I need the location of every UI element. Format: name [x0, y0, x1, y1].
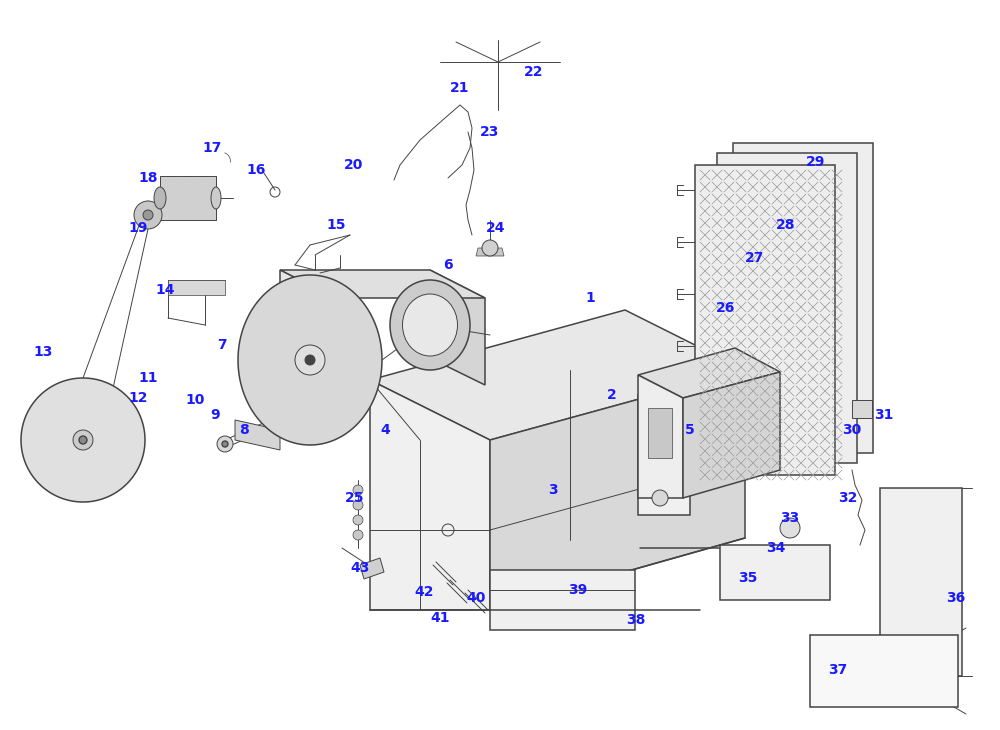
Text: 30: 30	[842, 423, 862, 437]
Text: 36: 36	[946, 591, 966, 605]
Bar	[852, 400, 872, 418]
Polygon shape	[280, 270, 485, 298]
Circle shape	[780, 518, 800, 538]
Text: 4: 4	[380, 423, 390, 437]
Bar	[810, 635, 958, 707]
Polygon shape	[638, 395, 690, 515]
Text: 29: 29	[806, 155, 826, 169]
Text: 34: 34	[766, 541, 786, 555]
Text: 7: 7	[217, 338, 227, 352]
Text: www.appliancefactoryparts.com: www.appliancefactoryparts.com	[389, 409, 591, 421]
Ellipse shape	[154, 187, 166, 209]
Bar	[880, 488, 962, 676]
Polygon shape	[168, 280, 225, 295]
Text: 28: 28	[776, 218, 796, 232]
Text: Appliance Factory Parts: Appliance Factory Parts	[324, 378, 656, 402]
Text: 1: 1	[585, 291, 595, 305]
Text: 27: 27	[745, 251, 765, 265]
Polygon shape	[638, 375, 683, 498]
Circle shape	[134, 201, 162, 229]
Text: 37: 37	[828, 663, 848, 677]
Polygon shape	[476, 248, 504, 256]
Polygon shape	[695, 165, 835, 475]
Circle shape	[305, 355, 315, 365]
Text: 12: 12	[128, 391, 148, 405]
Polygon shape	[430, 270, 485, 385]
Text: 40: 40	[466, 591, 486, 605]
Circle shape	[353, 530, 363, 540]
Bar	[648, 408, 672, 458]
Text: 42: 42	[414, 585, 434, 599]
Polygon shape	[683, 372, 780, 498]
Text: 20: 20	[344, 158, 364, 172]
Text: 18: 18	[138, 171, 158, 185]
Polygon shape	[717, 153, 857, 463]
Text: 23: 23	[480, 125, 500, 139]
Text: 5: 5	[685, 423, 695, 437]
Circle shape	[143, 210, 153, 220]
Polygon shape	[21, 378, 145, 502]
Circle shape	[295, 345, 325, 375]
Text: 35: 35	[738, 571, 758, 585]
Text: 43: 43	[350, 561, 370, 575]
Polygon shape	[370, 380, 490, 610]
Text: 21: 21	[450, 81, 470, 95]
Text: 15: 15	[326, 218, 346, 232]
Circle shape	[353, 485, 363, 495]
Text: 14: 14	[155, 283, 175, 297]
Circle shape	[79, 436, 87, 444]
Text: 24: 24	[486, 221, 506, 235]
Circle shape	[353, 515, 363, 525]
Text: 19: 19	[128, 221, 148, 235]
Text: 31: 31	[874, 408, 894, 422]
Text: 6: 6	[443, 258, 453, 272]
Ellipse shape	[211, 187, 221, 209]
Text: 26: 26	[716, 301, 736, 315]
Text: 33: 33	[780, 511, 800, 525]
Text: 39: 39	[568, 583, 588, 597]
Text: 9: 9	[210, 408, 220, 422]
Polygon shape	[638, 348, 780, 398]
Text: 25: 25	[345, 491, 365, 505]
Text: 38: 38	[626, 613, 646, 627]
Polygon shape	[733, 143, 873, 453]
Text: 11: 11	[138, 371, 158, 385]
Circle shape	[353, 500, 363, 510]
Ellipse shape	[402, 294, 458, 356]
Polygon shape	[238, 275, 382, 445]
Polygon shape	[160, 176, 216, 220]
Polygon shape	[280, 270, 335, 385]
Text: 17: 17	[202, 141, 222, 155]
Circle shape	[73, 430, 93, 450]
Text: 13: 13	[33, 345, 53, 359]
Polygon shape	[490, 570, 635, 630]
Circle shape	[652, 490, 668, 506]
Text: 8: 8	[239, 423, 249, 437]
Polygon shape	[370, 310, 745, 440]
Circle shape	[222, 441, 228, 447]
Polygon shape	[360, 558, 384, 579]
Text: 2: 2	[607, 388, 617, 402]
Polygon shape	[490, 370, 745, 610]
Text: 10: 10	[185, 393, 205, 407]
Circle shape	[217, 436, 233, 452]
Polygon shape	[235, 420, 280, 450]
Text: 22: 22	[524, 65, 544, 79]
Text: 16: 16	[246, 163, 266, 177]
Ellipse shape	[390, 280, 470, 370]
Text: 3: 3	[548, 483, 558, 497]
Circle shape	[482, 240, 498, 256]
Bar	[720, 545, 830, 600]
Text: 32: 32	[838, 491, 858, 505]
Text: 41: 41	[430, 611, 450, 625]
